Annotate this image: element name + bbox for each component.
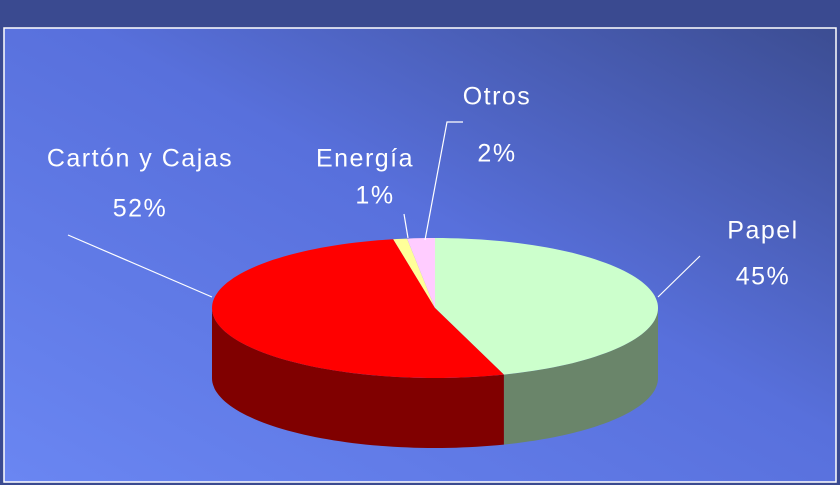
slice bbox=[435, 238, 658, 375]
labels: Papel 45% Cartón y Cajas 52% Energía 1% Otros 2… bbox=[47, 83, 798, 298]
value-label: 45% bbox=[736, 263, 791, 291]
leader-line bbox=[424, 121, 463, 241]
leader-line bbox=[67, 234, 213, 298]
leader-line bbox=[403, 213, 409, 239]
value-label: 1% bbox=[355, 182, 394, 210]
leader-line bbox=[657, 255, 701, 298]
category-label: Otros bbox=[463, 83, 532, 111]
slice-side bbox=[212, 308, 504, 448]
slice bbox=[212, 239, 504, 378]
slice bbox=[407, 238, 435, 308]
category-label: Cartón y Cajas bbox=[47, 145, 233, 173]
category-label: Papel bbox=[727, 217, 798, 245]
slice-side bbox=[503, 308, 658, 445]
pie bbox=[212, 238, 658, 448]
slice bbox=[393, 238, 435, 308]
value-label: 2% bbox=[477, 140, 516, 168]
value-label: 52% bbox=[113, 195, 168, 223]
category-label: Energía bbox=[316, 145, 414, 173]
